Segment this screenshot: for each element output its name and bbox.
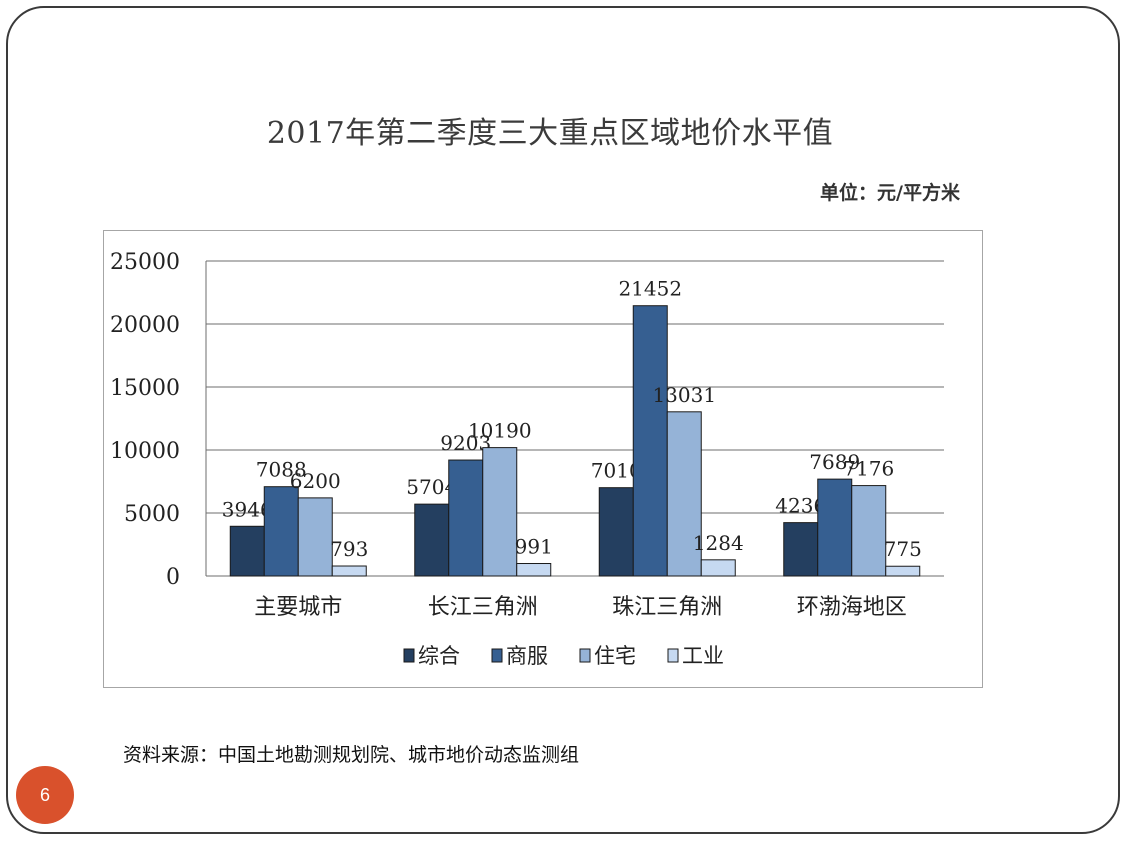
bar [331, 565, 367, 577]
data-label: 6200 [290, 469, 341, 493]
x-tick-label: 主要城市 [254, 595, 342, 620]
bar [263, 486, 299, 577]
legend-swatch [403, 648, 415, 663]
x-tick-label: 长江三角洲 [428, 595, 538, 620]
legend-swatch [667, 648, 679, 663]
legend-label: 工业 [682, 644, 724, 668]
y-tick-label: 10000 [110, 439, 180, 464]
legend-label: 住宅 [594, 644, 636, 668]
data-label: 10190 [468, 419, 532, 443]
bar [414, 503, 450, 577]
chart-frame: 0 5000 10000 15000 20000 25000 3946 7088 6200 793… [103, 230, 983, 688]
y-tick-label: 25000 [110, 250, 180, 275]
y-tick-label: 15000 [110, 376, 180, 401]
bar [851, 485, 887, 577]
bar [817, 478, 853, 577]
bar [885, 565, 921, 577]
bar [632, 305, 668, 577]
y-tick-label: 5000 [124, 502, 180, 527]
data-label: 991 [515, 535, 553, 559]
legend-swatch [491, 648, 503, 663]
y-tick-label: 0 [166, 565, 180, 590]
page-number-badge: 6 [16, 766, 74, 824]
source-note: 资料来源：中国土地勘测规划院、城市地价动态监测组 [123, 744, 580, 766]
slide-title: 2017年第二季度三大重点区域地价水平值 [266, 116, 834, 151]
legend-label: 商服 [506, 644, 548, 668]
data-label: 7088 [256, 458, 307, 482]
bar [297, 497, 333, 577]
bar [598, 487, 634, 577]
x-tick-label: 珠江三角洲 [612, 595, 722, 620]
bar [700, 559, 736, 577]
data-label: 13031 [652, 383, 716, 407]
bar [516, 563, 552, 577]
data-label: 793 [330, 537, 368, 561]
data-label: 21452 [618, 277, 682, 301]
legend-label: 综合 [418, 644, 460, 668]
data-label: 775 [884, 537, 922, 561]
x-tick-label: 环渤海地区 [797, 595, 907, 620]
data-label: 7689 [809, 450, 860, 474]
legend-swatch [579, 648, 591, 663]
y-tick-label: 20000 [110, 313, 180, 338]
data-label: 1284 [693, 531, 744, 555]
data-label: 7176 [843, 457, 894, 481]
bar-chart: 0500010000150002000025000394670886200793… [110, 250, 944, 668]
bar [666, 411, 702, 577]
bar [229, 525, 265, 577]
unit-label: 单位：元/平方米 [820, 182, 960, 204]
bar [482, 447, 518, 577]
bar [448, 459, 484, 577]
bar [783, 522, 819, 577]
